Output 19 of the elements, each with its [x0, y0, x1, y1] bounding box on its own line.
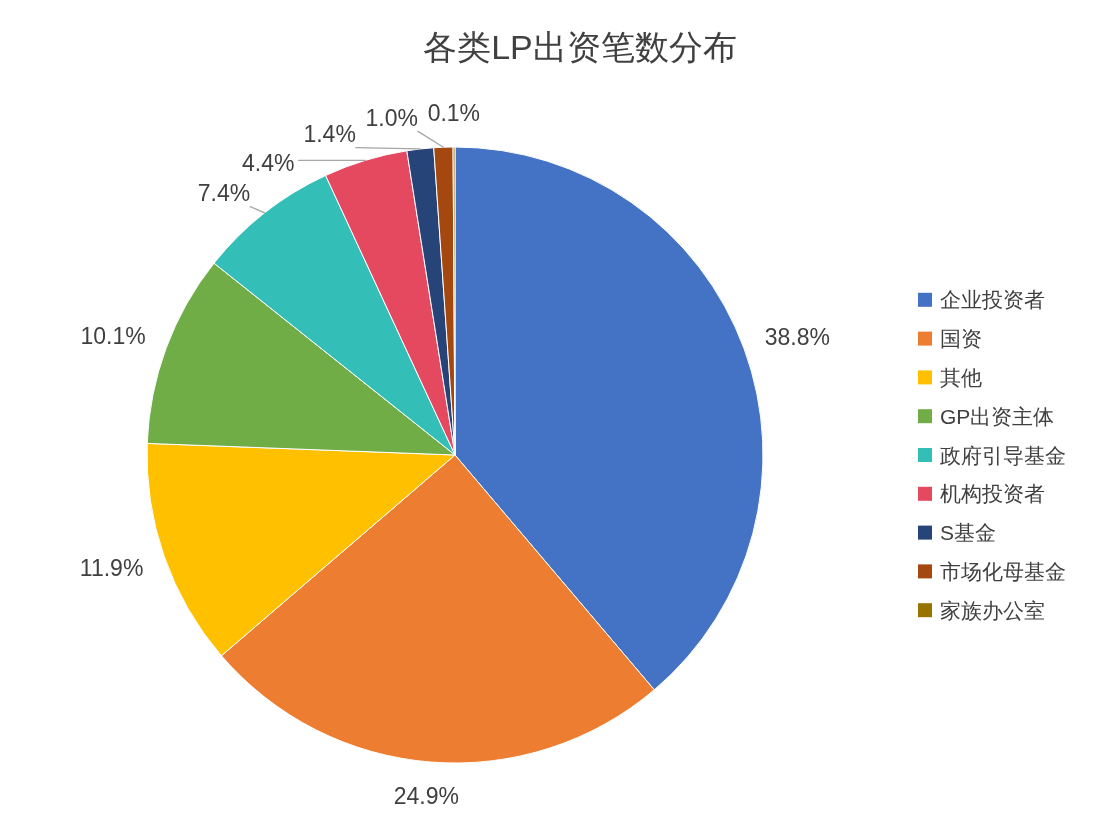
data-label: 1.0%	[365, 104, 419, 131]
legend-label: GP出资主体	[940, 404, 1055, 428]
data-label: 7.4%	[197, 180, 251, 207]
legend-label: 市场化母基金	[940, 559, 1066, 583]
data-label: 1.4%	[303, 121, 356, 148]
data-label: 24.9%	[393, 783, 459, 810]
legend-label: 机构投资者	[940, 482, 1045, 506]
data-label: 11.9%	[79, 554, 144, 581]
legend-label: S基金	[940, 521, 997, 545]
data-label: 0.1%	[427, 99, 481, 126]
legend-label: 家族办公室	[940, 598, 1045, 622]
title: 各类LP出资笔数分布	[423, 28, 737, 66]
legend-label: 企业投资者	[940, 288, 1045, 312]
data-label: 38.8%	[764, 323, 830, 350]
legend-label: 其他	[940, 365, 982, 389]
data-label: 10.1%	[80, 322, 146, 349]
legend-label: 政府引导基金	[940, 443, 1066, 467]
data-label: 4.4%	[242, 149, 295, 176]
legend-label: 国资	[940, 327, 982, 351]
